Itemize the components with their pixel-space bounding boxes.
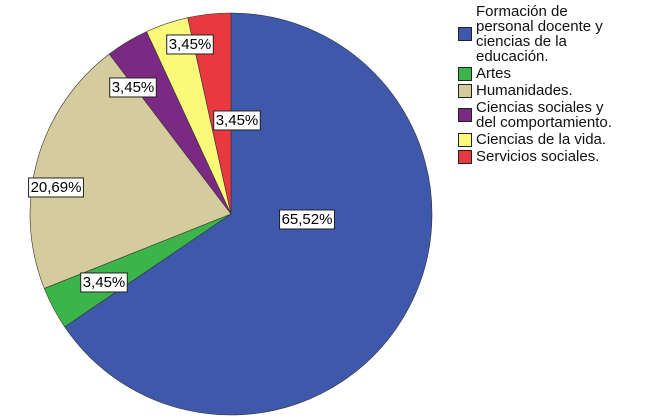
legend-item: Formación de personal docente y ciencias… — [458, 4, 643, 64]
pie: 65,52% 3,45% 20,69% 3,45% 3,45% 3,45% — [28, 12, 433, 416]
label-box — [80, 272, 128, 293]
data-label: 65,52% — [279, 209, 335, 230]
legend-swatch — [458, 149, 472, 164]
legend-label: Ciencias de la vida. — [476, 131, 607, 148]
data-label-text: 3,45% — [112, 79, 155, 96]
legend-label: Humanidades. — [476, 82, 573, 99]
legend-item: Servicios sociales. — [458, 149, 643, 164]
data-label-text: 3,45% — [83, 274, 126, 291]
slice — [187, 12, 232, 215]
data-label-text: 3,45% — [216, 112, 259, 129]
data-label: 3,45% — [80, 272, 128, 293]
legend-swatch — [458, 83, 472, 98]
legend-swatch — [458, 132, 472, 147]
legend-label: Formación de personal docente y ciencias… — [476, 3, 603, 65]
legend-item: Artes — [458, 66, 643, 81]
legend-swatch — [458, 66, 472, 81]
legend-item: Ciencias de la vida. — [458, 132, 643, 147]
slice — [64, 12, 433, 416]
slice — [29, 53, 232, 289]
data-label: 3,45% — [166, 34, 214, 55]
data-label: 3,45% — [213, 110, 261, 131]
data-label-text: 20,69% — [31, 179, 82, 196]
label-box — [166, 34, 214, 55]
data-label: 3,45% — [109, 77, 157, 98]
data-label: 20,69% — [28, 177, 84, 198]
label-box — [213, 110, 261, 131]
legend-swatch — [458, 27, 472, 41]
legend-item: Humanidades. — [458, 83, 643, 98]
legend-label: Ciencias sociales y del comportamiento. — [476, 99, 612, 131]
legend-swatch — [458, 108, 472, 122]
legend: Formación de personal docente y ciencias… — [458, 4, 643, 166]
label-box — [109, 77, 157, 98]
data-label-text: 65,52% — [282, 211, 333, 228]
data-label-text: 3,45% — [169, 36, 212, 53]
label-box — [279, 209, 335, 230]
label-box — [28, 177, 84, 198]
legend-item: Ciencias sociales y del comportamiento. — [458, 100, 643, 130]
legend-label: Servicios sociales. — [476, 148, 600, 165]
legend-label: Artes — [476, 65, 512, 82]
